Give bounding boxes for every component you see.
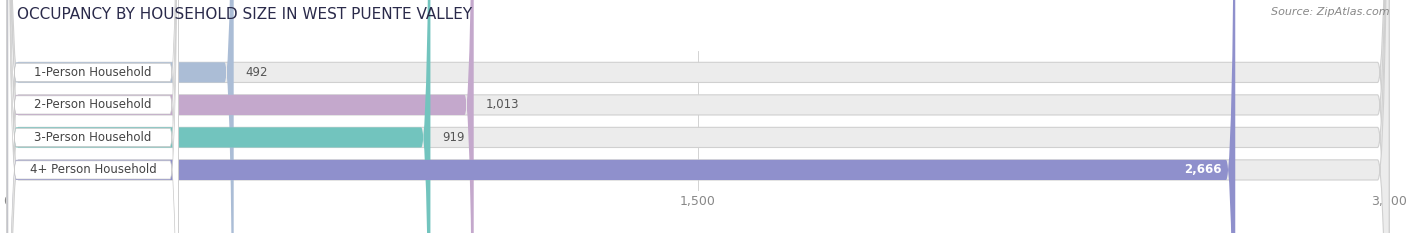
FancyBboxPatch shape <box>8 0 179 233</box>
FancyBboxPatch shape <box>8 0 179 233</box>
FancyBboxPatch shape <box>7 0 1389 233</box>
Text: 2-Person Household: 2-Person Household <box>34 98 152 111</box>
FancyBboxPatch shape <box>8 0 179 233</box>
FancyBboxPatch shape <box>7 0 474 233</box>
Text: 1-Person Household: 1-Person Household <box>34 66 152 79</box>
FancyBboxPatch shape <box>7 0 1389 233</box>
Text: 1,013: 1,013 <box>485 98 519 111</box>
Text: Source: ZipAtlas.com: Source: ZipAtlas.com <box>1271 7 1389 17</box>
FancyBboxPatch shape <box>7 0 1389 233</box>
Text: 492: 492 <box>245 66 267 79</box>
Text: 2,666: 2,666 <box>1184 163 1222 176</box>
Text: OCCUPANCY BY HOUSEHOLD SIZE IN WEST PUENTE VALLEY: OCCUPANCY BY HOUSEHOLD SIZE IN WEST PUEN… <box>17 7 472 22</box>
Text: 4+ Person Household: 4+ Person Household <box>30 163 156 176</box>
FancyBboxPatch shape <box>7 0 430 233</box>
FancyBboxPatch shape <box>7 0 233 233</box>
FancyBboxPatch shape <box>8 0 179 233</box>
Text: 3-Person Household: 3-Person Household <box>35 131 152 144</box>
Text: 919: 919 <box>441 131 464 144</box>
FancyBboxPatch shape <box>7 0 1236 233</box>
FancyBboxPatch shape <box>7 0 1389 233</box>
